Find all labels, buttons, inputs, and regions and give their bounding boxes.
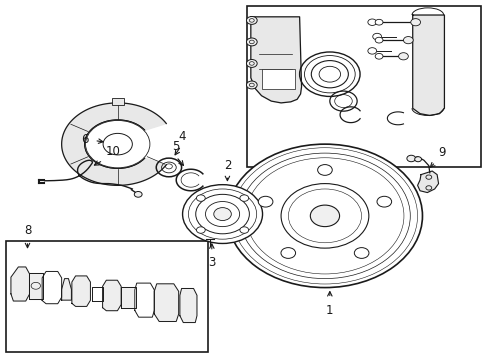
- Circle shape: [281, 248, 295, 258]
- Text: 5: 5: [172, 140, 180, 153]
- Circle shape: [398, 53, 407, 60]
- Circle shape: [354, 248, 368, 258]
- Polygon shape: [92, 287, 102, 301]
- Circle shape: [317, 165, 331, 175]
- Polygon shape: [61, 279, 71, 300]
- Polygon shape: [11, 267, 29, 301]
- Text: 1: 1: [325, 304, 333, 317]
- Circle shape: [196, 195, 205, 201]
- Circle shape: [374, 37, 382, 43]
- Circle shape: [213, 208, 231, 221]
- Circle shape: [410, 19, 420, 26]
- Polygon shape: [61, 103, 166, 185]
- Circle shape: [372, 33, 381, 40]
- Text: 3: 3: [208, 256, 215, 269]
- Polygon shape: [154, 284, 178, 321]
- Text: 2: 2: [223, 159, 231, 172]
- Polygon shape: [102, 280, 121, 311]
- Circle shape: [196, 227, 205, 233]
- Polygon shape: [412, 15, 444, 116]
- Bar: [112, 98, 123, 105]
- Bar: [261, 69, 294, 89]
- Text: 10: 10: [105, 145, 120, 158]
- Text: 6: 6: [81, 133, 88, 146]
- Circle shape: [246, 38, 257, 46]
- Bar: [246, 6, 480, 167]
- Text: 8: 8: [24, 224, 31, 237]
- Circle shape: [414, 157, 421, 162]
- Circle shape: [240, 195, 248, 201]
- Circle shape: [374, 19, 382, 25]
- Circle shape: [240, 227, 248, 233]
- Circle shape: [246, 17, 257, 24]
- Circle shape: [367, 48, 376, 54]
- Circle shape: [134, 192, 142, 197]
- Polygon shape: [417, 171, 438, 193]
- Polygon shape: [180, 288, 197, 323]
- Circle shape: [367, 19, 376, 26]
- Circle shape: [374, 53, 382, 59]
- Circle shape: [310, 205, 339, 226]
- Circle shape: [246, 59, 257, 67]
- Polygon shape: [72, 276, 90, 306]
- Circle shape: [258, 196, 272, 207]
- Polygon shape: [42, 271, 61, 304]
- Circle shape: [406, 155, 415, 162]
- Polygon shape: [121, 287, 136, 309]
- Bar: [5, 241, 207, 352]
- Polygon shape: [29, 273, 42, 299]
- Polygon shape: [250, 17, 301, 103]
- Circle shape: [246, 81, 257, 89]
- Polygon shape: [135, 283, 154, 317]
- Circle shape: [182, 185, 262, 243]
- Circle shape: [376, 196, 391, 207]
- Text: 4: 4: [179, 130, 186, 143]
- Circle shape: [227, 144, 422, 288]
- Text: 9: 9: [438, 146, 445, 159]
- Text: 7: 7: [360, 180, 367, 193]
- Circle shape: [403, 37, 412, 44]
